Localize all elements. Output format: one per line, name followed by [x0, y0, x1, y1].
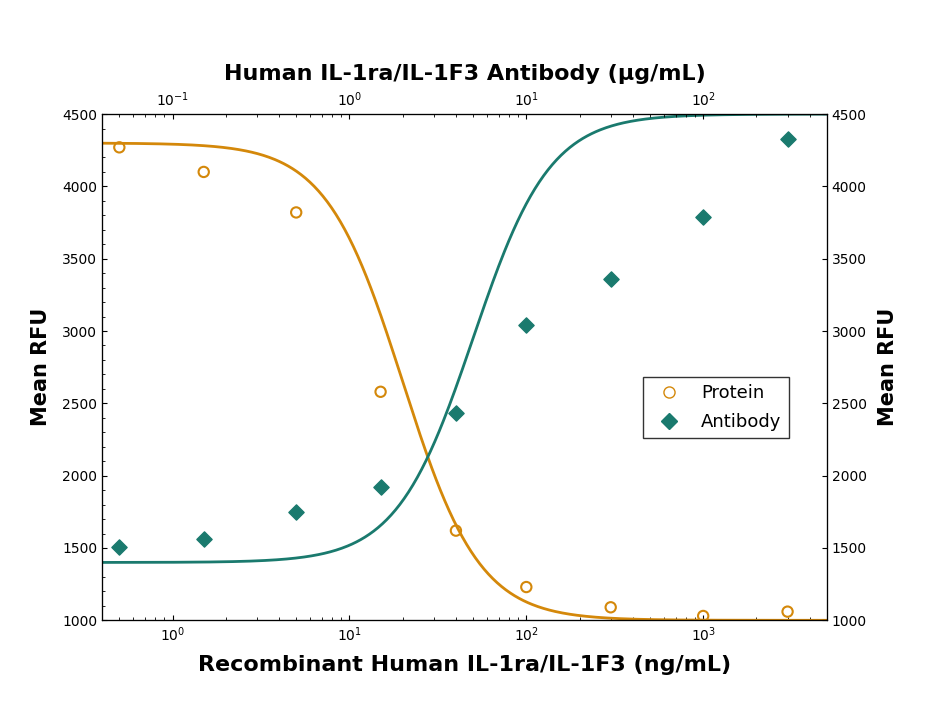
Point — [780, 133, 794, 144]
X-axis label: Recombinant Human IL-1ra/IL-1F3 (ng/mL): Recombinant Human IL-1ra/IL-1F3 (ng/mL) — [198, 655, 730, 675]
Point — [602, 273, 617, 284]
Point — [289, 506, 303, 518]
Point — [695, 211, 710, 222]
Point — [519, 319, 534, 331]
Point — [695, 610, 710, 622]
Point — [111, 142, 126, 153]
Point — [289, 207, 303, 218]
Point — [196, 166, 211, 178]
Point — [111, 541, 126, 553]
Legend: Protein, Antibody: Protein, Antibody — [643, 377, 788, 438]
Point — [373, 386, 388, 397]
Point — [373, 481, 388, 493]
Point — [780, 606, 794, 617]
Point — [602, 602, 617, 613]
Y-axis label: Mean RFU: Mean RFU — [31, 308, 51, 426]
Point — [448, 525, 463, 536]
Point — [196, 533, 211, 545]
Y-axis label: Mean RFU: Mean RFU — [877, 308, 897, 426]
Point — [448, 408, 463, 419]
X-axis label: Human IL-1ra/IL-1F3 Antibody (μg/mL): Human IL-1ra/IL-1F3 Antibody (μg/mL) — [224, 63, 704, 83]
Point — [519, 581, 534, 593]
